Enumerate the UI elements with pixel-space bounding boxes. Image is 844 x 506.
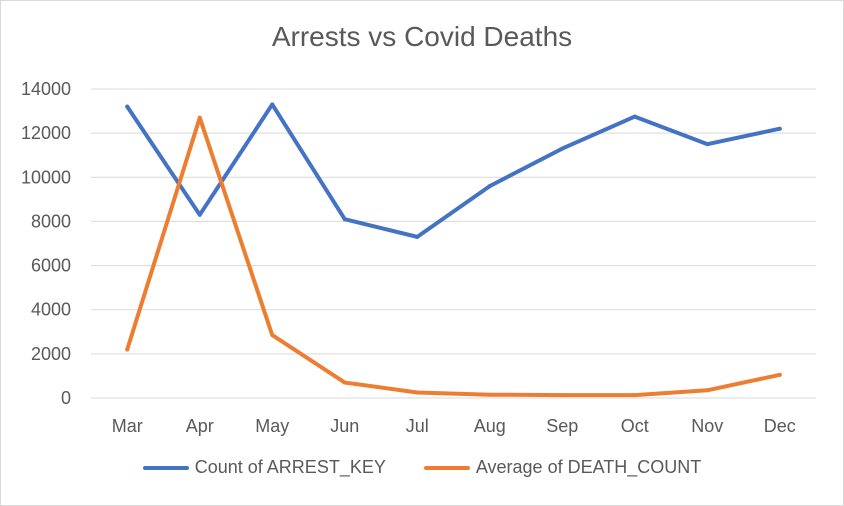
legend-label-arrests: Count of ARREST_KEY xyxy=(194,457,386,477)
legend-item-deaths: Average of DEATH_COUNT xyxy=(423,457,702,478)
y-tick-label-3: 6000 xyxy=(31,256,71,276)
series-1-point-4 xyxy=(415,390,420,395)
series-0-point-1 xyxy=(197,212,202,217)
x-tick-label-1: Apr xyxy=(186,416,214,436)
series-0-point-4 xyxy=(415,234,420,239)
chart-title: Arrests vs Covid Deaths xyxy=(271,21,573,52)
x-tick-label-9: Dec xyxy=(764,416,796,436)
x-tick-label-8: Nov xyxy=(691,416,723,436)
series-0-point-2 xyxy=(270,102,275,107)
series-1-point-8 xyxy=(705,388,710,393)
x-tick-label-0: Mar xyxy=(112,416,143,436)
series-1-point-6 xyxy=(560,393,565,398)
legend-swatch-deaths xyxy=(423,465,470,470)
x-tick-label-7: Oct xyxy=(621,416,649,436)
x-tick-label-5: Aug xyxy=(474,416,506,436)
series-1-point-1 xyxy=(197,115,202,120)
x-tick-label-3: Jun xyxy=(330,416,359,436)
x-tick-label-4: Jul xyxy=(406,416,429,436)
series-1-point-2 xyxy=(270,333,275,338)
legend-item-arrests: Count of ARREST_KEY xyxy=(142,457,386,478)
series-0-point-5 xyxy=(487,184,492,189)
y-tick-label-1: 2000 xyxy=(31,344,71,364)
series-1-point-0 xyxy=(125,347,130,352)
series-0-point-3 xyxy=(342,217,347,222)
series-0-point-6 xyxy=(560,146,565,151)
y-tick-label-5: 10000 xyxy=(21,167,71,187)
y-tick-label-2: 4000 xyxy=(31,300,71,320)
series-0-point-7 xyxy=(632,114,637,119)
x-tick-label-6: Sep xyxy=(546,416,578,436)
series-0-point-9 xyxy=(777,126,782,131)
legend: Count of ARREST_KEY Average of DEATH_COU… xyxy=(1,457,843,478)
series-line-1 xyxy=(125,115,782,398)
series-1-point-3 xyxy=(342,380,347,385)
y-tick-label-7: 14000 xyxy=(21,79,71,99)
series-1-point-7 xyxy=(632,393,637,398)
series-0-point-0 xyxy=(125,104,130,109)
y-tick-label-0: 0 xyxy=(61,388,71,408)
y-tick-label-6: 12000 xyxy=(21,123,71,143)
series-1-point-5 xyxy=(487,392,492,397)
series-0-point-8 xyxy=(705,142,710,147)
x-tick-label-2: May xyxy=(255,416,289,436)
legend-label-deaths: Average of DEATH_COUNT xyxy=(475,457,702,477)
series-line-0 xyxy=(125,102,782,239)
series-1-point-9 xyxy=(777,372,782,377)
y-tick-label-4: 8000 xyxy=(31,211,71,231)
legend-swatch-arrests xyxy=(142,465,189,470)
